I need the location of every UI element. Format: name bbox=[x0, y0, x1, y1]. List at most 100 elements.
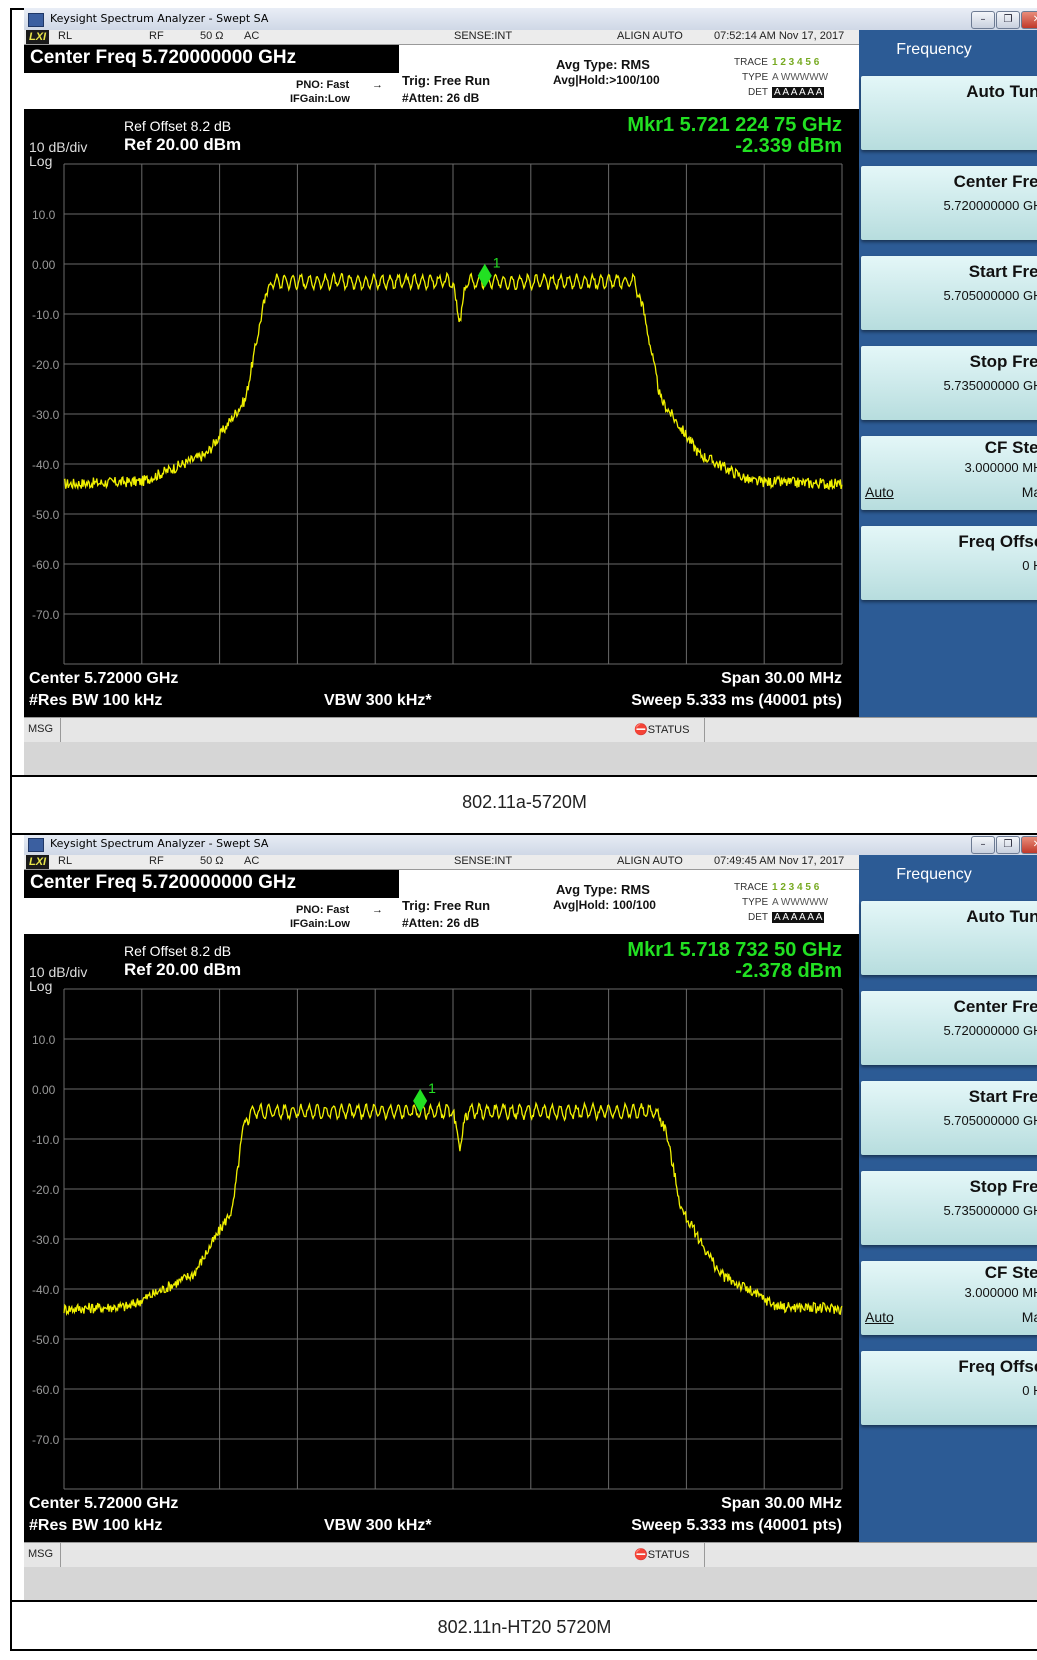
trace-info: TRACE 1 2 3 4 5 6 TYPE A WWWWW DET A A A… bbox=[734, 57, 844, 107]
lxi-badge: LXI bbox=[26, 855, 49, 869]
align-label: ALIGN AUTO bbox=[617, 30, 683, 42]
y-tick-label: -20.0 bbox=[32, 1183, 60, 1197]
spectrum-chart: Ref Offset 8.2 dB Ref 20.00 dBm 10 dB/di… bbox=[24, 934, 924, 1542]
y-tick-label: -70.0 bbox=[32, 1433, 60, 1447]
message-bar: MSG ⛔STATUS bbox=[24, 717, 1037, 742]
softkey-value: 0 Hz bbox=[1022, 558, 1037, 573]
center-freq-button[interactable]: Center Freq 5.720000000 GHz bbox=[861, 166, 1037, 240]
trace-numbers: 1 2 3 4 5 6 bbox=[772, 57, 819, 68]
softkey-value: 5.735000000 GHz bbox=[943, 1203, 1037, 1218]
sense-label: SENSE:INT bbox=[454, 855, 512, 867]
cf-step-man-option[interactable]: Man bbox=[1022, 1309, 1037, 1325]
auto-tune-button[interactable]: Auto Tune bbox=[861, 901, 1037, 975]
ref-level-label: Ref 20.00 dBm bbox=[124, 960, 241, 979]
analyzer-window: Keysight Spectrum Analyzer - Swept SA – … bbox=[24, 833, 1037, 1600]
maximize-button[interactable]: ❐ bbox=[996, 836, 1020, 854]
measurement-header: Center Freq 5.720000000 GHz PNO: Fast → … bbox=[24, 45, 924, 109]
det-label: DET bbox=[748, 87, 768, 98]
measurement-header: Center Freq 5.720000000 GHz PNO: Fast → … bbox=[24, 870, 924, 934]
start-freq-button[interactable]: Start Freq 5.705000000 GHz bbox=[861, 256, 1037, 330]
softkey-panel: Frequency Auto Tune Center Freq 5.7200000… bbox=[859, 30, 1037, 717]
sweep-label: Sweep 5.333 ms (40001 pts) bbox=[631, 1517, 842, 1534]
center-freq-footer: Center 5.72000 GHz bbox=[29, 670, 178, 687]
softkey-label: Auto Tune bbox=[966, 907, 1037, 927]
status-button[interactable]: ⛔STATUS bbox=[634, 721, 702, 739]
type-label: TYPE bbox=[742, 897, 768, 908]
cf-step-button[interactable]: CF Step 3.000000 MHz Auto Man bbox=[861, 436, 1037, 510]
rl-label: RL bbox=[58, 30, 72, 42]
trigger-label: Trig: Free Run bbox=[402, 898, 490, 913]
impedance-label: 50 Ω bbox=[200, 855, 224, 867]
pno-label: PNO: Fast bbox=[296, 79, 349, 91]
scale-type-label: Log bbox=[29, 153, 52, 169]
marker-level-readout: -2.339 dBm bbox=[735, 135, 842, 157]
ref-offset-label: Ref Offset 8.2 dB bbox=[124, 943, 231, 959]
align-label: ALIGN AUTO bbox=[617, 855, 683, 867]
stop-freq-button[interactable]: Stop Freq 5.735000000 GHz bbox=[861, 346, 1037, 420]
stop-freq-button[interactable]: Stop Freq 5.735000000 GHz bbox=[861, 1171, 1037, 1245]
softkey-value: 3.000000 MHz bbox=[964, 460, 1037, 475]
y-tick-label: -70.0 bbox=[32, 608, 60, 622]
softkey-label: Freq Offset bbox=[958, 532, 1037, 552]
status-icon: ⛔ bbox=[634, 1549, 648, 1561]
softkey-panel: Frequency Auto Tune Center Freq 5.7200000… bbox=[859, 855, 1037, 1542]
rf-label: RF bbox=[149, 30, 164, 42]
softkey-menu-title: Frequency bbox=[859, 30, 1009, 70]
avg-type-label: Avg Type: RMS bbox=[556, 57, 650, 72]
status-button[interactable]: ⛔STATUS bbox=[634, 1546, 702, 1564]
maximize-button[interactable]: ❐ bbox=[996, 11, 1020, 29]
analyzer-window: Keysight Spectrum Analyzer - Swept SA – … bbox=[24, 8, 1037, 775]
center-freq-footer: Center 5.72000 GHz bbox=[29, 1495, 178, 1512]
analyzer-panel: Keysight Spectrum Analyzer - Swept SA – … bbox=[12, 8, 1037, 834]
auto-tune-button[interactable]: Auto Tune bbox=[861, 76, 1037, 150]
trace-label: TRACE bbox=[734, 57, 768, 68]
status-label: STATUS bbox=[648, 1549, 690, 1561]
softkey-value: 5.705000000 GHz bbox=[943, 288, 1037, 303]
start-freq-button[interactable]: Start Freq 5.705000000 GHz bbox=[861, 1081, 1037, 1155]
datetime-label: 07:52:14 AM Nov 17, 2017 bbox=[714, 30, 844, 42]
freq-offset-button[interactable]: Freq Offset 0 Hz bbox=[861, 526, 1037, 600]
trace-numbers: 1 2 3 4 5 6 bbox=[772, 882, 819, 893]
figure-caption: 802.11a-5720M bbox=[12, 775, 1037, 835]
cf-step-auto-option[interactable]: Auto bbox=[865, 1309, 894, 1325]
y-tick-label: -40.0 bbox=[32, 1283, 60, 1297]
datetime-label: 07:49:45 AM Nov 17, 2017 bbox=[714, 855, 844, 867]
trace-label: TRACE bbox=[734, 882, 768, 893]
softkey-value: 0 Hz bbox=[1022, 1383, 1037, 1398]
cf-step-button[interactable]: CF Step 3.000000 MHz Auto Man bbox=[861, 1261, 1037, 1335]
ref-level-label: Ref 20.00 dBm bbox=[124, 135, 241, 154]
center-freq-button[interactable]: Center Freq 5.720000000 GHz bbox=[861, 991, 1037, 1065]
center-freq-display: Center Freq 5.720000000 GHz bbox=[24, 870, 399, 898]
spectrum-chart: Ref Offset 8.2 dB Ref 20.00 dBm 10 dB/di… bbox=[24, 109, 924, 717]
cf-step-man-option[interactable]: Man bbox=[1022, 484, 1037, 500]
softkey-label: Start Freq bbox=[969, 262, 1037, 282]
close-button[interactable]: ✕ bbox=[1021, 11, 1037, 29]
freq-offset-button[interactable]: Freq Offset 0 Hz bbox=[861, 1351, 1037, 1425]
type-values: A WWWWW bbox=[772, 897, 828, 908]
y-tick-label: -60.0 bbox=[32, 1383, 60, 1397]
ifgain-label: IFGain:Low bbox=[290, 93, 350, 105]
graticule bbox=[64, 989, 842, 1489]
panel-separator bbox=[10, 833, 1037, 835]
softkey-label: Stop Freq bbox=[970, 1177, 1037, 1197]
cf-step-auto-option[interactable]: Auto bbox=[865, 484, 894, 500]
minimize-button[interactable]: – bbox=[971, 836, 995, 854]
y-tick-label: -20.0 bbox=[32, 358, 60, 372]
marker-diamond bbox=[478, 264, 492, 288]
avg-hold-label: Avg|Hold: 100/100 bbox=[553, 898, 656, 912]
span-label: Span 30.00 MHz bbox=[721, 1495, 842, 1512]
center-freq-display: Center Freq 5.720000000 GHz bbox=[24, 45, 399, 73]
res-bw-label: #Res BW 100 kHz bbox=[29, 1517, 162, 1534]
avg-type-label: Avg Type: RMS bbox=[556, 882, 650, 897]
coupling-label: AC bbox=[244, 855, 259, 867]
msg-label: MSG bbox=[28, 723, 53, 735]
spectrum-screen: Ref Offset 8.2 dB Ref 20.00 dBm 10 dB/di… bbox=[24, 934, 924, 1542]
softkey-value: 5.720000000 GHz bbox=[943, 1023, 1037, 1038]
softkey-label: Stop Freq bbox=[970, 352, 1037, 372]
minimize-button[interactable]: – bbox=[971, 11, 995, 29]
softkey-label: Center Freq bbox=[954, 997, 1037, 1017]
det-values: A A A A A A bbox=[772, 912, 824, 923]
avg-hold-label: Avg|Hold:>100/100 bbox=[553, 73, 660, 87]
close-button[interactable]: ✕ bbox=[1021, 836, 1037, 854]
marker-number: 1 bbox=[428, 1080, 436, 1096]
